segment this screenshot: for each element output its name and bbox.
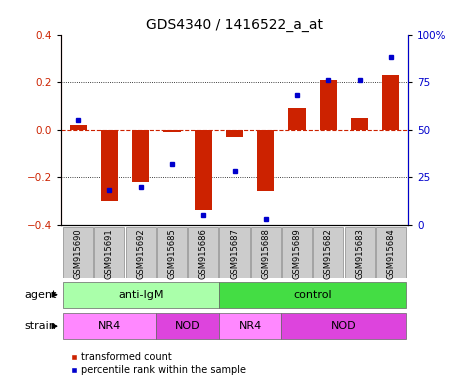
Bar [126, 227, 156, 278]
Text: GSM915692: GSM915692 [136, 228, 145, 279]
Bar [345, 227, 375, 278]
Text: GSM915685: GSM915685 [167, 228, 176, 279]
Bar [62, 282, 219, 308]
Text: GSM915688: GSM915688 [261, 228, 270, 279]
Bar [94, 227, 124, 278]
Bar [219, 282, 407, 308]
Bar [320, 80, 337, 130]
Text: NR4: NR4 [239, 321, 262, 331]
Bar [188, 227, 218, 278]
Text: anti-IgM: anti-IgM [118, 290, 164, 300]
Text: GSM915684: GSM915684 [386, 228, 395, 279]
Text: agent: agent [24, 290, 56, 300]
Bar [219, 313, 281, 339]
Text: strain: strain [24, 321, 56, 331]
Bar [313, 227, 343, 278]
Text: GSM915682: GSM915682 [324, 228, 333, 279]
Bar [132, 130, 149, 182]
Bar [382, 75, 400, 130]
Text: GSM915686: GSM915686 [199, 228, 208, 279]
Bar [62, 313, 156, 339]
Text: NOD: NOD [331, 321, 357, 331]
Bar [156, 313, 219, 339]
Bar [226, 130, 243, 137]
Text: GSM915687: GSM915687 [230, 228, 239, 279]
Bar [157, 227, 187, 278]
Legend: transformed count, percentile rank within the sample: transformed count, percentile rank withi… [66, 348, 250, 379]
Bar [257, 130, 274, 191]
Text: NOD: NOD [175, 321, 200, 331]
Bar [376, 227, 406, 278]
Bar [101, 130, 118, 201]
Text: NR4: NR4 [98, 321, 121, 331]
Bar [288, 108, 306, 130]
Bar [351, 118, 368, 130]
Text: GSM915690: GSM915690 [74, 228, 83, 279]
Text: control: control [293, 290, 332, 300]
Bar [219, 227, 250, 278]
Text: GSM915683: GSM915683 [355, 228, 364, 279]
Bar [282, 227, 312, 278]
Bar [163, 130, 181, 132]
Bar [63, 227, 93, 278]
Bar [195, 130, 212, 210]
Bar [281, 313, 407, 339]
Text: GSM915691: GSM915691 [105, 228, 114, 279]
Bar [251, 227, 281, 278]
Bar [69, 125, 87, 130]
Text: GSM915689: GSM915689 [293, 228, 302, 279]
Title: GDS4340 / 1416522_a_at: GDS4340 / 1416522_a_at [146, 18, 323, 32]
